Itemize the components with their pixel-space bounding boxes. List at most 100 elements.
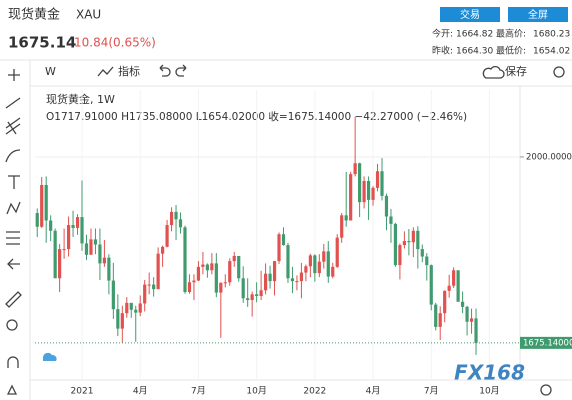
x-tick-label: 2021 xyxy=(71,387,94,397)
candle-body xyxy=(304,266,308,273)
save[interactable]: 保存 xyxy=(505,64,527,78)
candle-body xyxy=(416,230,420,250)
candle-body xyxy=(313,255,317,274)
settings[interactable] xyxy=(553,66,565,78)
candle-body xyxy=(40,184,44,227)
candle-body xyxy=(129,302,133,310)
candle-body xyxy=(196,266,201,281)
candle-body xyxy=(335,237,339,267)
candle-body xyxy=(277,234,281,262)
candle-body xyxy=(447,285,451,291)
quote-label: 最高价: xyxy=(496,28,526,40)
indicators[interactable]: 指标 xyxy=(118,64,140,78)
candle-body xyxy=(49,220,53,231)
candle-body xyxy=(89,239,93,255)
candle-body xyxy=(281,234,286,246)
text-tool[interactable] xyxy=(8,175,20,189)
candle-body xyxy=(58,249,62,279)
candle-body xyxy=(452,270,456,286)
candle-body xyxy=(322,251,326,262)
candle-body xyxy=(456,270,460,302)
candle-body xyxy=(71,225,75,228)
magnet-tool[interactable] xyxy=(7,356,19,368)
candle-body xyxy=(125,302,129,314)
quote-value: 1664.30 xyxy=(456,47,493,57)
candle-body xyxy=(237,255,241,279)
candle-body xyxy=(147,284,151,286)
title: 现货黄金 xyxy=(8,7,60,23)
fullscreen-button-label[interactable]: 全屏 xyxy=(528,8,548,21)
candle-body xyxy=(156,253,160,290)
quote-label: 今开: xyxy=(432,28,453,40)
candle-body xyxy=(317,261,321,274)
interval[interactable]: W xyxy=(45,65,56,78)
lock-tool[interactable] xyxy=(6,384,18,395)
candle-body xyxy=(465,306,469,322)
candle-body xyxy=(62,249,66,251)
line-tool[interactable] xyxy=(5,97,21,109)
cloud-icon[interactable] xyxy=(482,65,505,79)
candle-body xyxy=(362,180,366,203)
candle-body xyxy=(460,301,465,307)
candle-body xyxy=(349,174,353,221)
candle-body xyxy=(290,278,295,282)
candle-body xyxy=(214,263,218,293)
y-tick-label: 2000.000000 xyxy=(526,152,572,162)
candle-body xyxy=(344,215,348,221)
candle-body xyxy=(116,309,120,329)
candle-body xyxy=(286,245,290,279)
candle-body xyxy=(474,318,478,343)
candle-body xyxy=(35,213,39,227)
ruler-tool[interactable] xyxy=(5,291,22,308)
candle-body xyxy=(98,244,102,264)
candle-body xyxy=(469,318,474,322)
drawing-tools xyxy=(5,69,22,395)
crosshair-tool[interactable] xyxy=(8,69,20,81)
undo[interactable] xyxy=(159,64,171,77)
candle-body xyxy=(389,216,393,224)
candle-body xyxy=(44,184,48,221)
candle-body xyxy=(201,264,205,267)
last-price-box xyxy=(520,336,572,349)
candle-body xyxy=(384,195,389,217)
x-tick-label: 2022 xyxy=(303,387,326,397)
candle-body xyxy=(246,298,250,301)
candle-body xyxy=(268,273,272,282)
back-tool[interactable] xyxy=(7,258,20,270)
candle-body xyxy=(93,239,98,245)
brush-tool[interactable] xyxy=(5,149,21,163)
trade-button[interactable] xyxy=(440,7,500,22)
candle-body xyxy=(429,265,433,305)
candle-body xyxy=(443,290,447,314)
indicator-icon[interactable] xyxy=(97,66,114,77)
quote-label: 昨收: xyxy=(432,45,453,57)
candle-body xyxy=(438,313,442,327)
fib-tool[interactable] xyxy=(5,117,21,135)
candle-body xyxy=(308,255,312,267)
candle-body xyxy=(102,257,107,264)
redo[interactable] xyxy=(175,64,187,77)
pattern-tool[interactable] xyxy=(6,201,21,215)
axis-settings[interactable] xyxy=(540,384,552,396)
candle-body xyxy=(299,272,304,282)
fullscreen-button[interactable] xyxy=(508,7,568,22)
candle-body xyxy=(434,304,438,327)
prediction-tool[interactable] xyxy=(6,231,20,245)
zoom-tool[interactable] xyxy=(6,319,18,331)
candle-body xyxy=(75,217,80,228)
candle-body xyxy=(228,261,232,283)
quote-value: 1680.23 xyxy=(533,30,570,40)
change: 10.84(0.65%) xyxy=(74,36,156,50)
candle-body xyxy=(174,211,178,220)
trade-button-label[interactable]: 交易 xyxy=(460,8,480,21)
candle-body xyxy=(138,303,142,313)
candle-body xyxy=(183,227,187,293)
x-tick-label: 7月 xyxy=(424,386,439,397)
candle-body xyxy=(219,282,223,293)
candle-body xyxy=(250,294,254,301)
x-tick-label: 4月 xyxy=(366,386,381,397)
x-tick-label: 10月 xyxy=(246,386,266,397)
x-tick-label: 4月 xyxy=(133,386,148,397)
candle-body xyxy=(241,278,245,299)
